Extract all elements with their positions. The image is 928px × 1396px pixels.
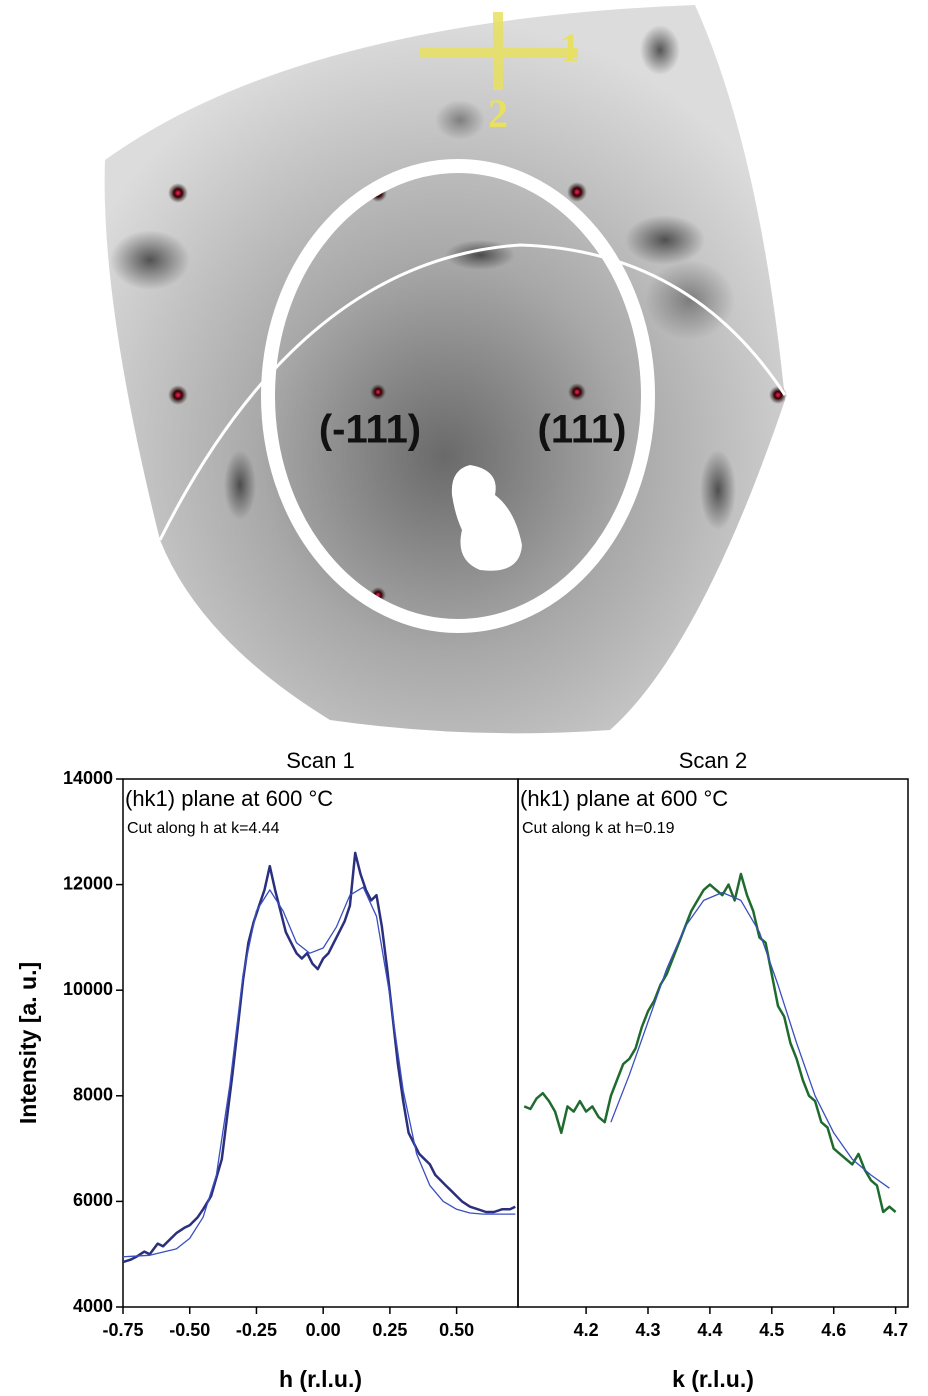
y-tick-label: 6000: [73, 1190, 113, 1210]
beamstop: [451, 465, 522, 571]
plot-frame: [517, 778, 909, 1308]
x-tick-label: -0.25: [236, 1320, 277, 1340]
scan-cross: [420, 12, 578, 90]
subtitle: (hk1) plane at 600 °C: [520, 786, 728, 811]
x-tick-label: 4.6: [821, 1320, 846, 1340]
x-tick-label: 4.2: [574, 1320, 599, 1340]
diffraction-map: 1 2 (-111) (111): [104, 5, 787, 734]
x-tick-label: -0.50: [169, 1320, 210, 1340]
x-axis-label: k (r.l.u.): [672, 1366, 754, 1392]
y-tick-label: 14000: [63, 768, 113, 788]
x-tick-label: 4.3: [635, 1320, 660, 1340]
line-series: [523, 872, 897, 1214]
ring: [261, 159, 655, 633]
y-axis-label: Intensity [a. u.]: [15, 962, 41, 1124]
x-tick-label: 4.4: [697, 1320, 722, 1340]
detector-area: [104, 5, 786, 734]
y-tick-label: 4000: [73, 1296, 113, 1316]
x-axis-label: h (r.l.u.): [279, 1366, 362, 1392]
peak-label: (-111): [319, 408, 421, 452]
chart-title: Scan 2: [679, 748, 748, 773]
subtitle: (hk1) plane at 600 °C: [125, 786, 333, 811]
y-tick-label: 12000: [63, 873, 113, 893]
x-tick-label: 0.00: [306, 1320, 341, 1340]
scan-label: 1: [560, 25, 580, 70]
annotation: Cut along k at h=0.19: [522, 820, 675, 837]
line-series: [122, 886, 516, 1258]
x-tick-label: 4.5: [759, 1320, 784, 1340]
scan-label: 2: [488, 91, 508, 136]
y-tick-label: 10000: [63, 979, 113, 999]
annotation: Cut along h at k=4.44: [127, 820, 280, 837]
chart-title: Scan 1: [286, 748, 355, 773]
y-tick-label: 8000: [73, 1085, 113, 1105]
x-tick-label: 4.7: [883, 1320, 908, 1340]
x-tick-label: 0.25: [372, 1320, 407, 1340]
x-tick-label: -0.75: [102, 1320, 143, 1340]
peak-label: (111): [538, 408, 627, 452]
line-series: [610, 891, 890, 1189]
line-series: [122, 851, 516, 1264]
x-tick-label: 0.50: [439, 1320, 474, 1340]
